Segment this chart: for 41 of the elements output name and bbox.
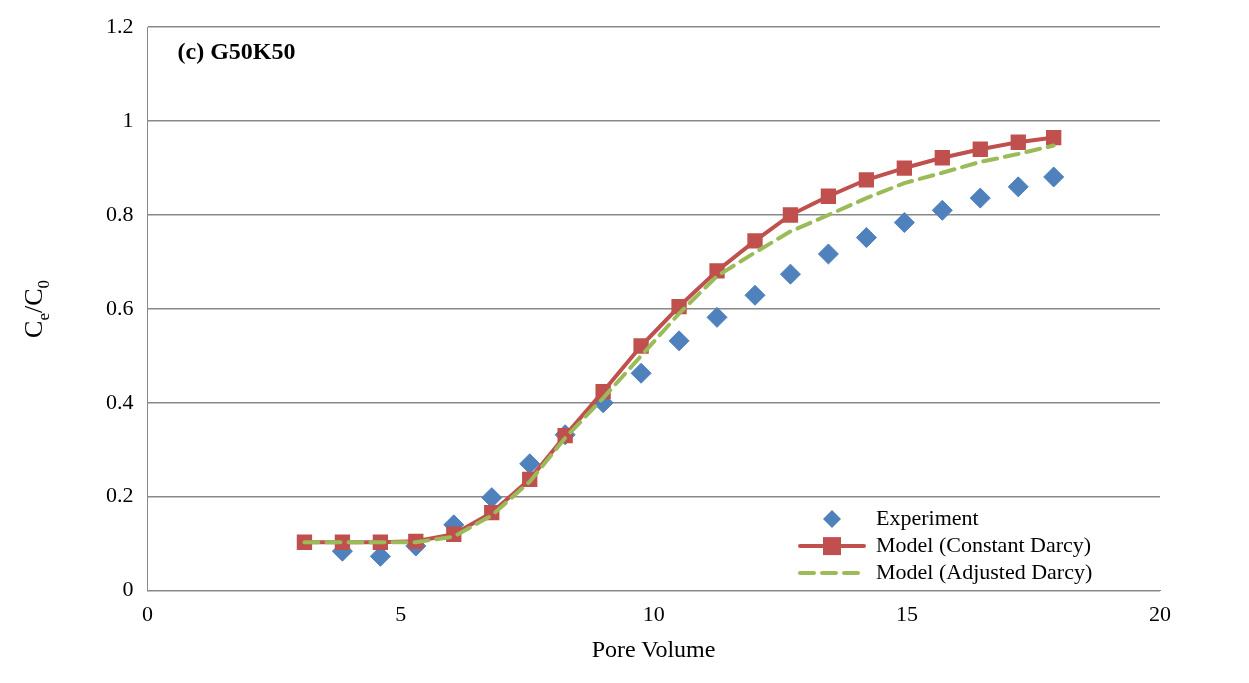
point	[519, 453, 541, 475]
point	[855, 227, 877, 249]
point	[893, 212, 915, 234]
x-tick-label: 5	[395, 600, 407, 626]
point	[1043, 166, 1065, 188]
point	[817, 243, 839, 265]
y-tick-label: 0.4	[106, 388, 134, 414]
annotation: (c) G50K50	[177, 38, 296, 65]
y-tick-label: 0	[122, 576, 134, 602]
point	[747, 233, 763, 249]
point	[969, 187, 991, 209]
legend-label: Model (Constant Darcy)	[876, 531, 1092, 557]
point	[820, 188, 837, 204]
point	[1046, 129, 1062, 146]
x-tick-label: 15	[895, 600, 918, 626]
point	[858, 172, 875, 188]
point	[972, 141, 988, 157]
y-tick-label: 0.8	[106, 200, 134, 226]
point	[782, 207, 799, 223]
point	[896, 160, 912, 176]
point	[931, 199, 953, 221]
point	[779, 263, 801, 285]
legend-label: Model (Adjusted Darcy)	[876, 558, 1093, 584]
point	[1007, 176, 1029, 198]
point	[668, 330, 690, 352]
legend-label: Experiment	[876, 504, 979, 530]
point	[706, 306, 728, 328]
x-tick-label: 10	[642, 600, 665, 626]
point	[744, 284, 766, 306]
point	[1010, 134, 1026, 150]
point	[630, 362, 652, 384]
y-tick-label: 1.2	[106, 12, 134, 38]
x-tick-label: 20	[1149, 600, 1171, 626]
y-tick-label: 0.6	[106, 294, 134, 320]
y-tick-label: 1	[122, 106, 134, 132]
point	[633, 338, 649, 354]
y-tick-label: 0.2	[106, 482, 134, 508]
point	[934, 150, 950, 166]
y-axis-title: Ce/C0	[19, 279, 53, 338]
x-axis-title: Pore Volume	[591, 636, 716, 662]
x-tick-label: 0	[142, 600, 153, 626]
